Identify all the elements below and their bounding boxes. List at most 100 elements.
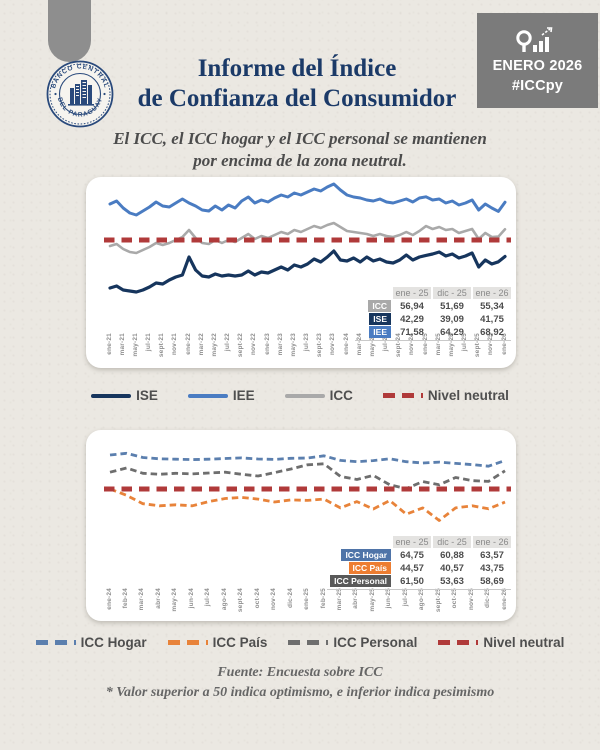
x-tick-label: may-21 (131, 333, 139, 357)
table-row-label-cell: ICC Hogar (327, 549, 391, 561)
table-col-header: dic - 25 (433, 287, 471, 299)
x-tick-label: feb-24 (122, 588, 129, 609)
table-row: ICC 56,94 51,69 55,34 (355, 300, 511, 312)
page-title: Informe del Índice de Confianza del Cons… (118, 54, 476, 113)
x-tick-label: sept-25 (434, 588, 442, 613)
page-title-line2: de Confianza del Consumidor (137, 84, 457, 112)
x-tick-label: sept-22 (237, 333, 245, 358)
legend-label: Nivel neutral (427, 388, 509, 403)
legend-item: ISE (91, 388, 158, 403)
x-tick-label: nov-22 (250, 333, 258, 356)
x-tick-label: ene-23 (263, 333, 271, 355)
x-tick-label: dic-24 (286, 588, 294, 608)
legend-label: Nivel neutral (483, 635, 565, 650)
badge-hashtag: #ICCpy (511, 77, 564, 94)
x-tick-label: oct-24 (253, 588, 261, 609)
x-tick-label: ene-25 (303, 588, 310, 610)
x-tick-label: mar-24 (138, 588, 146, 611)
x-tick-label: sept-21 (158, 333, 166, 358)
solid-line-swatch (91, 393, 132, 398)
table-value: 40,57 (440, 562, 464, 574)
x-tick-label: mar-25 (335, 588, 343, 611)
table-header-row: ene - 25 dic - 25 ene - 26 (355, 287, 511, 299)
table-row: ICC País 44,57 40,57 43,75 (327, 562, 511, 574)
series-badge: IEE (369, 326, 391, 338)
legend-item: ICC Personal (288, 635, 417, 650)
solid-line-swatch (284, 393, 325, 398)
series-badge: ICC Hogar (341, 549, 391, 561)
table-col-header: ene - 26 (473, 287, 511, 299)
table-value: 53,63 (440, 575, 464, 587)
subtitle-line2: por encima de la zona neutral. (193, 151, 407, 171)
x-tick-label: dic-25 (484, 588, 491, 608)
x-tick-label: mar-21 (118, 333, 126, 356)
header-ribbon (48, 0, 91, 62)
legend-label: ICC Personal (333, 635, 418, 650)
x-tick-label: abr-24 (154, 588, 162, 609)
banco-central-paraguay-seal: BANCO CENTRAL DEL PARAGUAY (46, 60, 114, 128)
dashed-line-swatch (167, 640, 208, 645)
page-title-line1: Informe del Índice (197, 55, 397, 82)
x-tick-label: oct-25 (451, 588, 459, 609)
table-col-header: ene - 25 (393, 536, 431, 548)
table-row-label-cell: ISE (355, 313, 391, 325)
x-tick-label: ene-26 (500, 588, 508, 610)
x-tick-label: jul-21 (145, 333, 152, 352)
table-row-label-cell: ICC (355, 300, 391, 312)
legend-item: Nivel neutral (382, 388, 509, 403)
table-value: 71,58 (400, 326, 424, 338)
table-value: 56,94 (400, 300, 424, 312)
x-tick-label: nov-21 (171, 333, 179, 356)
table-header-row: ene - 25 dic - 25 ene - 26 (327, 536, 511, 548)
series-badge: ICC País (348, 562, 391, 574)
x-tick-label: ene-22 (184, 333, 192, 355)
table-value: 61,50 (400, 575, 424, 587)
chart-panel-icc-subindices: ene-24 feb-24 mar-24 abr-24 may-24 jun-24 jul-… (86, 430, 516, 621)
chart-panel-icc-components: ene-21 mar-21 may-21 jul-21 sept-21 nov-21 ene… (86, 177, 516, 368)
table-value: 43,75 (480, 562, 504, 574)
x-tick-label: jul-24 (204, 588, 212, 607)
date-badge: ENERO 2026 #ICCpy (477, 13, 598, 108)
x-tick-label: jun-24 (187, 588, 195, 609)
source-note: Fuente: Encuesta sobre ICC (217, 665, 383, 680)
x-tick-label: jul-22 (224, 333, 231, 352)
table-row: ISE 42,29 39,09 41,75 (355, 313, 511, 325)
series-badge: ICC (368, 300, 391, 312)
magnifier-barchart-icon (515, 27, 552, 53)
x-tick-label: ene-21 (105, 333, 113, 355)
legend-item: IEE (187, 388, 255, 403)
seal-building-icon (68, 80, 94, 106)
series-badge: ICC Personal (330, 575, 391, 587)
x-tick-label: nov-24 (270, 588, 278, 611)
badge-month: ENERO 2026 (492, 58, 583, 75)
x-tick-label: may-24 (171, 588, 179, 612)
table-row-label-cell: ICC País (327, 562, 391, 574)
dashed-line-swatch (382, 393, 423, 398)
x-tick-label: may-25 (368, 588, 376, 612)
x-axis-labels-chart2: ene-24 feb-24 mar-24 abr-24 may-24 jun-24 jul-… (86, 586, 516, 622)
x-tick-label: nov-23 (329, 333, 337, 356)
x-tick-label: may-23 (289, 333, 297, 357)
table-value: 63,57 (480, 549, 504, 561)
legend-item: ICC (284, 388, 353, 403)
x-tick-label: ago-25 (418, 588, 426, 611)
interpretation-note: * Valor superior a 50 indica optimismo, … (105, 685, 495, 701)
legend-item: ICC País (167, 635, 268, 650)
legend-chart2: ICC Hogar ICC País ICC Personal Nivel neutr… (0, 635, 600, 650)
table-value: 68,92 (480, 326, 504, 338)
table-value: 41,75 (480, 313, 504, 325)
summary-table-chart2: ene - 25 dic - 25 ene - 26 ICC Hogar 64,75 60… (327, 536, 511, 590)
x-tick-label: nov-25 (467, 588, 475, 611)
table-value: 60,88 (440, 549, 464, 561)
table-value: 51,69 (440, 300, 464, 312)
x-tick-label: ago-24 (220, 588, 228, 611)
footer-notes: Fuente: Encuesta sobre ICC * Valor super… (0, 663, 600, 704)
table-value: 44,57 (400, 562, 424, 574)
legend-label: ICC País (212, 635, 268, 650)
report-subtitle: El ICC, el ICC hogar y el ICC personal s… (0, 128, 600, 172)
dashed-line-swatch (438, 640, 479, 645)
table-col-header: dic - 25 (433, 536, 471, 548)
line-chart-icc-hogar-pais-personal (104, 451, 511, 522)
x-tick-label: feb-25 (319, 588, 327, 609)
